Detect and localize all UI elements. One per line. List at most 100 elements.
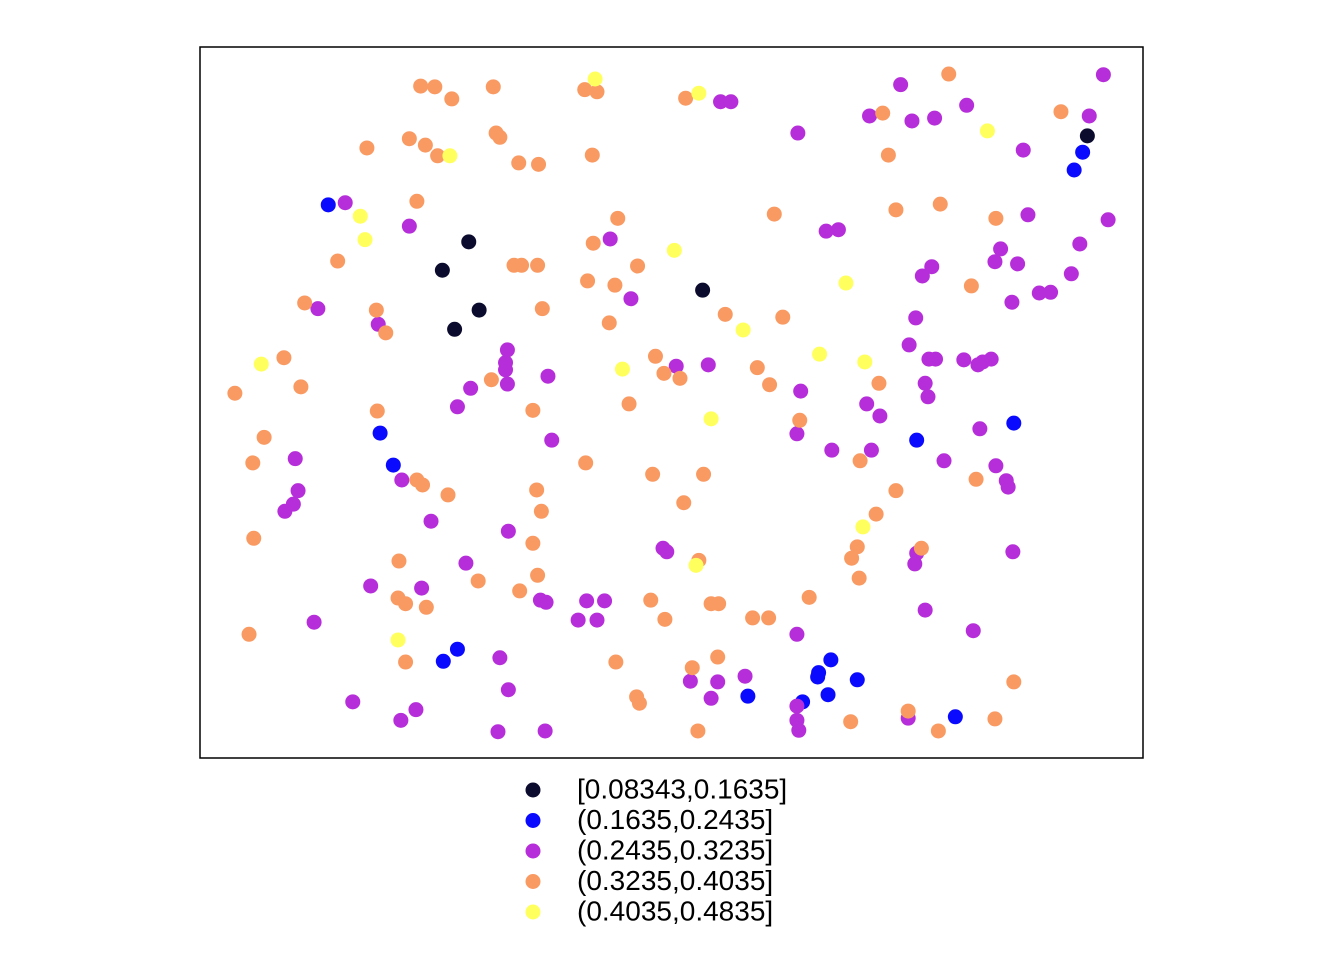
point — [852, 453, 868, 469]
point — [1079, 128, 1095, 144]
point — [577, 82, 593, 98]
point — [587, 71, 603, 87]
point — [1004, 294, 1020, 310]
point — [711, 596, 727, 612]
point — [987, 254, 1003, 270]
point — [993, 241, 1009, 257]
point — [369, 403, 385, 419]
point — [447, 321, 463, 337]
point — [1005, 544, 1021, 560]
point — [538, 594, 554, 610]
point — [936, 453, 952, 469]
point — [963, 278, 979, 294]
point — [857, 354, 873, 370]
point — [789, 426, 805, 442]
point — [868, 506, 884, 522]
point — [690, 723, 706, 739]
point — [793, 383, 809, 399]
point — [401, 131, 417, 147]
point — [297, 295, 313, 311]
point — [630, 258, 646, 274]
point — [941, 66, 957, 82]
point — [578, 455, 594, 471]
legend-marker — [525, 782, 541, 798]
point — [408, 702, 424, 718]
point — [608, 654, 624, 670]
point — [1072, 236, 1088, 252]
point — [1010, 256, 1026, 272]
point — [678, 90, 694, 106]
point — [394, 472, 410, 488]
point — [849, 672, 865, 688]
point — [1015, 142, 1031, 158]
point — [920, 389, 936, 405]
point — [530, 257, 546, 273]
point — [385, 457, 401, 473]
point — [427, 79, 443, 95]
point — [775, 309, 791, 325]
legend-label: (0.2435,0.3235] — [577, 834, 773, 865]
point — [888, 483, 904, 499]
point — [584, 147, 600, 163]
point — [589, 612, 605, 628]
point — [533, 503, 549, 519]
point — [390, 632, 406, 648]
point — [378, 325, 394, 341]
point — [700, 357, 716, 373]
point — [227, 385, 243, 401]
legend-label: (0.4035,0.4835] — [577, 895, 773, 926]
point — [810, 669, 826, 685]
point — [859, 396, 875, 412]
point — [570, 612, 586, 628]
point — [610, 210, 626, 226]
point — [1020, 207, 1036, 223]
point — [875, 105, 891, 121]
point — [310, 301, 326, 317]
point — [614, 361, 630, 377]
point — [492, 650, 508, 666]
point — [623, 291, 639, 307]
point — [368, 302, 384, 318]
point — [393, 712, 409, 728]
point — [418, 599, 434, 615]
point — [824, 442, 840, 458]
point — [659, 544, 675, 560]
point — [710, 674, 726, 690]
point — [745, 610, 761, 626]
point — [621, 396, 637, 412]
point — [1006, 674, 1022, 690]
point — [430, 148, 446, 164]
point — [417, 137, 433, 153]
point — [585, 235, 601, 251]
point — [409, 193, 425, 209]
point — [956, 352, 972, 368]
point — [914, 268, 930, 284]
point — [492, 129, 508, 145]
point — [1043, 284, 1059, 300]
point — [357, 232, 373, 248]
point — [691, 85, 707, 101]
point — [930, 723, 946, 739]
point — [512, 583, 528, 599]
point — [500, 682, 516, 698]
point — [723, 94, 739, 110]
point — [818, 223, 834, 239]
point — [656, 365, 672, 381]
point — [901, 337, 917, 353]
legend-marker — [525, 904, 541, 920]
point — [415, 477, 431, 493]
point — [470, 573, 486, 589]
point — [290, 483, 306, 499]
point — [525, 402, 541, 418]
point — [253, 356, 269, 372]
point — [277, 503, 293, 519]
point — [531, 156, 547, 172]
point — [461, 234, 477, 250]
point — [791, 722, 807, 738]
point — [688, 557, 704, 573]
point — [844, 550, 860, 566]
point — [363, 578, 379, 594]
point — [737, 668, 753, 684]
point — [684, 660, 700, 676]
point — [320, 197, 336, 213]
